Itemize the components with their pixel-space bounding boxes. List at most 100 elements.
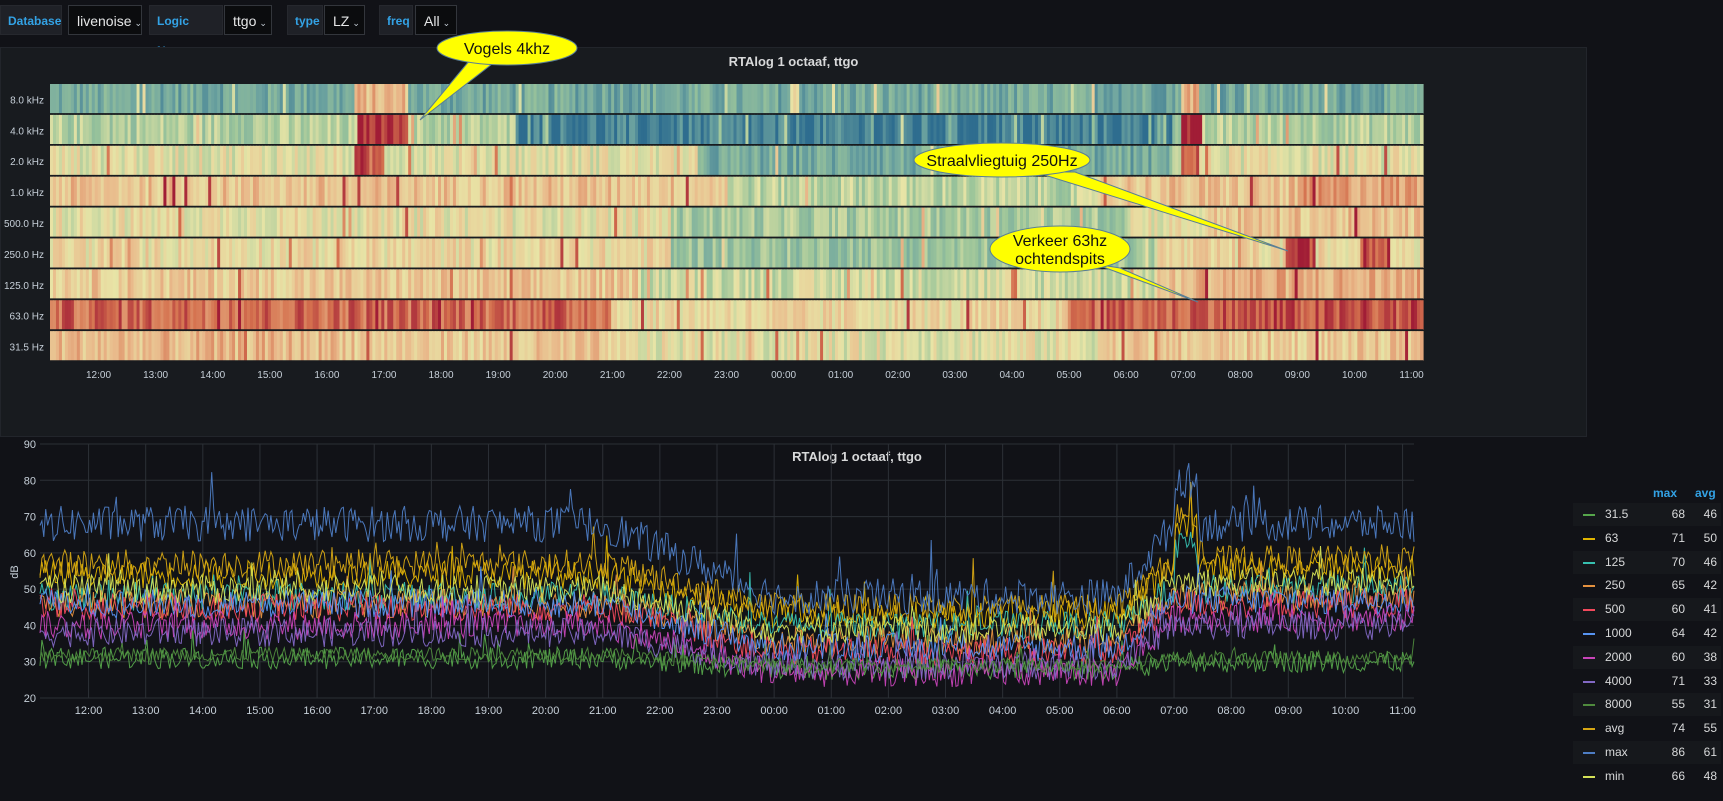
legend-item-min[interactable]: min 66 48 — [1573, 765, 1721, 788]
legend-item-63[interactable]: 63 71 50 — [1573, 527, 1721, 550]
heatmap-cell — [187, 145, 191, 176]
legend-item-250[interactable]: 250 65 42 — [1573, 574, 1721, 597]
heatmap-cell — [1231, 300, 1236, 330]
heatmap-cell — [223, 84, 227, 114]
heatmap-cell — [990, 114, 994, 145]
heatmap-cell — [536, 269, 541, 299]
variable-select-0[interactable]: livenoise ⌄ — [68, 5, 142, 35]
heatmap-cell — [966, 114, 970, 145]
heatmap-cell — [673, 176, 678, 207]
variable-select-3[interactable]: All ⌄ — [415, 5, 457, 35]
heatmap-cell — [536, 300, 541, 330]
heatmap-cell — [894, 84, 899, 114]
heatmap-cell — [393, 176, 397, 207]
heatmap-cell — [130, 145, 135, 176]
heatmap-cell — [333, 84, 338, 114]
heatmap-cell — [670, 84, 675, 114]
heatmap-cell — [1336, 145, 1341, 176]
heatmap-cell — [614, 269, 618, 299]
heatmap-cell — [330, 84, 335, 114]
line-x-tick: 13:00 — [132, 705, 160, 717]
heatmap-cell — [673, 114, 678, 145]
legend-avg-header[interactable]: avg — [1695, 486, 1716, 500]
heatmap-cell — [569, 300, 573, 330]
heatmap-cell — [706, 114, 711, 145]
heatmap-cell — [261, 300, 266, 330]
heatmap-cell — [682, 331, 687, 361]
heatmap-cell — [551, 207, 556, 237]
legend-item-avg[interactable]: avg 74 55 — [1573, 717, 1721, 740]
heatmap-cell — [405, 114, 409, 145]
legend-item-max[interactable]: max 86 61 — [1573, 741, 1721, 764]
heatmap-cell — [1276, 176, 1281, 207]
heatmap-cell — [1061, 207, 1066, 237]
heatmap-cell — [817, 269, 821, 299]
heatmap-cell — [327, 176, 332, 207]
heatmap-cell — [76, 84, 81, 114]
heatmap-cell — [605, 114, 609, 145]
heatmap-cell — [581, 300, 585, 330]
heatmap-cell — [148, 207, 153, 237]
heatmap-cell — [1175, 331, 1179, 361]
legend-max-header[interactable]: max — [1653, 486, 1678, 500]
heatmap-cell — [142, 176, 147, 207]
heatmap-cell — [199, 207, 203, 237]
heatmap-cell — [461, 114, 466, 145]
heatmap-cell — [360, 331, 364, 361]
heatmap-cell — [1279, 269, 1284, 299]
heatmap-cell — [414, 269, 418, 299]
heatmap-cell — [652, 238, 657, 268]
heatmap-cell — [1172, 176, 1176, 207]
heatmap-cell — [1339, 207, 1344, 237]
heatmap-cell — [1261, 114, 1266, 145]
legend-item-125[interactable]: 125 70 46 — [1573, 550, 1721, 574]
heatmap-cell — [894, 207, 899, 237]
heatmap-cell — [1384, 269, 1388, 299]
heatmap-cell — [297, 84, 302, 114]
heatmap-cell — [229, 207, 233, 237]
heatmap-cell — [494, 300, 499, 330]
heatmap-cell — [121, 331, 126, 361]
legend-item-31.5[interactable]: 31.5 68 46 — [1573, 503, 1721, 526]
heatmap-cell — [1348, 114, 1352, 145]
heatmap-cell — [1408, 176, 1412, 207]
heatmap-cell — [646, 207, 651, 237]
heatmap-cell — [133, 238, 138, 268]
heatmap-cell — [1360, 331, 1364, 361]
heatmap-cell — [232, 207, 236, 237]
heatmap-cell — [360, 300, 364, 330]
heatmap-cell — [1312, 114, 1317, 145]
heatmap-cell — [593, 176, 597, 207]
heatmap-cell — [220, 300, 224, 330]
heatmap-cell — [954, 176, 958, 207]
heatmap-cell — [554, 145, 559, 176]
heatmap-cell — [996, 300, 1000, 330]
legend-swatch — [1583, 728, 1595, 731]
heatmap-cell — [1109, 84, 1114, 114]
legend-item-500[interactable]: 500 60 41 — [1573, 598, 1721, 622]
callout-text: Verkeer 63hz — [1013, 233, 1107, 250]
heatmap-cell — [1390, 207, 1394, 237]
heatmap-cell — [318, 238, 323, 268]
legend-item-1000[interactable]: 1000 64 42 — [1573, 622, 1721, 645]
heatmap-cell — [426, 238, 430, 268]
heatmap-cell — [506, 207, 511, 237]
heatmap-cell — [745, 207, 750, 237]
heatmap-cell — [1381, 300, 1385, 330]
heatmap-cell — [623, 207, 627, 237]
heatmap-cell — [1291, 300, 1296, 330]
variable-value-0: livenoise — [77, 13, 132, 29]
heatmap-cell — [1017, 300, 1021, 330]
heatmap-cell — [438, 207, 442, 237]
heatmap-cell — [1196, 176, 1200, 207]
legend-item-4000[interactable]: 4000 71 33 — [1573, 670, 1721, 693]
legend-item-8000[interactable]: 8000 55 31 — [1573, 693, 1721, 717]
heatmap-cell — [1309, 176, 1314, 207]
variable-select-2[interactable]: LZ ⌄ — [324, 5, 365, 35]
variable-select-1[interactable]: ttgo ⌄ — [224, 5, 272, 35]
line-x-tick: 10:00 — [1332, 705, 1360, 717]
heatmap-cell — [1357, 145, 1361, 176]
heatmap-cell — [324, 84, 329, 114]
legend-item-2000[interactable]: 2000 60 38 — [1573, 645, 1721, 669]
heatmap-cell — [763, 300, 767, 330]
